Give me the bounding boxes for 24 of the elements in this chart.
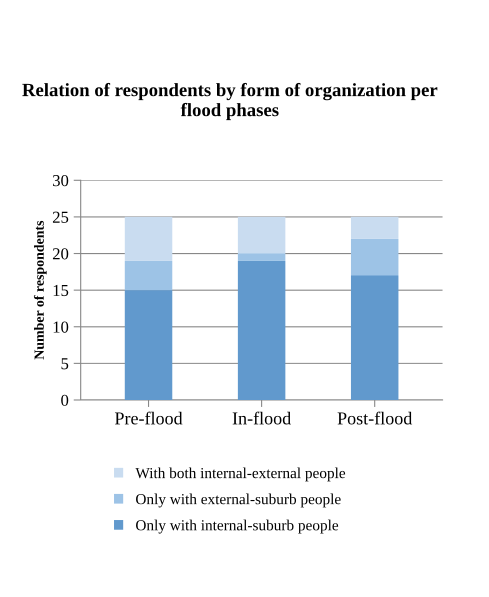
bar (238, 254, 286, 261)
y-tick-label: 20 (52, 248, 68, 260)
x-tick-label: Pre-flood (114, 412, 182, 424)
bar (124, 260, 172, 290)
y-tick-label: 10 (54, 321, 68, 333)
chart-title: Relation of respondents by form of organization per flood phases (22, 82, 438, 120)
y-tick-label: 5 (62, 358, 68, 370)
legend-label: With both internal-external people (135, 467, 346, 482)
bar (124, 216, 172, 261)
y-tick-label: 30 (53, 174, 68, 186)
y-tick-label: 0 (61, 394, 68, 406)
bar (124, 290, 172, 400)
bar (238, 260, 286, 400)
x-tick-label: Post-flood (338, 412, 412, 424)
legend-label: Only with external-suburb people (136, 494, 341, 508)
y-axis-title: Number of respondents (34, 220, 47, 360)
bar (238, 216, 286, 254)
x-tick-label: In-flood (232, 412, 291, 424)
y-tick-label: 25 (52, 212, 68, 223)
legend-label: Only with internal-suburb people (136, 520, 338, 534)
bar (350, 238, 398, 276)
bar (350, 275, 398, 400)
y-tick-label: 15 (54, 284, 68, 296)
bar (350, 216, 398, 239)
